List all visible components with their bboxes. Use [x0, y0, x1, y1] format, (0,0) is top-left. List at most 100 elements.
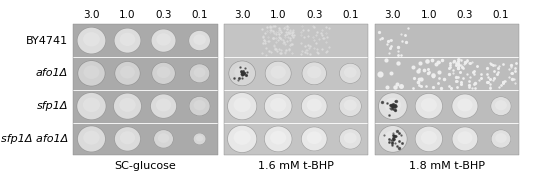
Ellipse shape: [265, 61, 292, 86]
Bar: [73, 24, 218, 155]
Text: 1.8 mM t-BHP: 1.8 mM t-BHP: [409, 161, 485, 171]
Ellipse shape: [339, 63, 361, 84]
Ellipse shape: [114, 28, 141, 53]
Ellipse shape: [77, 92, 107, 120]
Ellipse shape: [415, 126, 443, 152]
Ellipse shape: [233, 130, 251, 145]
Ellipse shape: [190, 64, 209, 83]
Ellipse shape: [194, 100, 206, 110]
Ellipse shape: [114, 93, 141, 119]
Ellipse shape: [83, 32, 100, 46]
Ellipse shape: [416, 94, 442, 118]
Text: 0.1: 0.1: [191, 9, 208, 20]
Ellipse shape: [302, 62, 326, 84]
Ellipse shape: [339, 129, 361, 149]
Ellipse shape: [270, 66, 286, 79]
Ellipse shape: [421, 131, 437, 145]
Ellipse shape: [114, 28, 140, 53]
Ellipse shape: [151, 29, 176, 52]
Ellipse shape: [153, 130, 174, 148]
Bar: [218, 24, 224, 155]
Ellipse shape: [152, 62, 176, 84]
Text: 0.3: 0.3: [155, 9, 172, 20]
Text: 1.0: 1.0: [270, 9, 287, 20]
Ellipse shape: [307, 131, 322, 144]
Text: SC-glucose: SC-glucose: [115, 161, 176, 171]
Ellipse shape: [77, 93, 106, 119]
Text: 3.0: 3.0: [234, 9, 250, 20]
Ellipse shape: [229, 61, 255, 85]
Ellipse shape: [83, 65, 100, 79]
Ellipse shape: [379, 126, 407, 152]
Ellipse shape: [378, 125, 407, 153]
Ellipse shape: [491, 130, 511, 148]
Ellipse shape: [344, 100, 357, 111]
Ellipse shape: [415, 93, 443, 119]
Ellipse shape: [156, 98, 171, 111]
Ellipse shape: [491, 130, 510, 148]
Ellipse shape: [189, 30, 211, 51]
Ellipse shape: [193, 133, 206, 145]
Ellipse shape: [301, 94, 327, 118]
Ellipse shape: [264, 93, 292, 119]
Ellipse shape: [152, 63, 175, 84]
Text: 3.0: 3.0: [83, 9, 100, 20]
Bar: [224, 24, 368, 155]
Ellipse shape: [194, 133, 206, 145]
Text: 0.1: 0.1: [342, 9, 358, 20]
Ellipse shape: [115, 62, 140, 85]
Text: sfp1Δ afo1Δ: sfp1Δ afo1Δ: [1, 134, 68, 144]
Ellipse shape: [307, 99, 322, 111]
Text: 0.3: 0.3: [306, 9, 323, 20]
Text: 0.3: 0.3: [456, 9, 473, 20]
Ellipse shape: [302, 62, 327, 85]
Ellipse shape: [452, 127, 478, 151]
Ellipse shape: [77, 126, 106, 152]
Ellipse shape: [270, 98, 286, 112]
Text: 1.0: 1.0: [119, 9, 136, 20]
Ellipse shape: [302, 94, 327, 118]
Ellipse shape: [158, 133, 169, 143]
Ellipse shape: [115, 61, 140, 85]
Ellipse shape: [83, 131, 100, 145]
Ellipse shape: [339, 96, 361, 116]
Ellipse shape: [119, 98, 135, 112]
Ellipse shape: [378, 92, 407, 120]
Ellipse shape: [150, 94, 177, 118]
Ellipse shape: [228, 126, 256, 152]
Ellipse shape: [491, 97, 511, 115]
Ellipse shape: [265, 94, 292, 119]
Ellipse shape: [189, 97, 210, 116]
Ellipse shape: [385, 98, 401, 112]
Text: sfp1Δ: sfp1Δ: [36, 101, 68, 111]
Ellipse shape: [120, 66, 135, 78]
Ellipse shape: [114, 126, 141, 151]
Ellipse shape: [228, 61, 256, 86]
Ellipse shape: [452, 94, 478, 118]
Ellipse shape: [77, 28, 106, 54]
Ellipse shape: [339, 96, 362, 117]
Ellipse shape: [189, 31, 210, 50]
Ellipse shape: [151, 29, 176, 52]
Ellipse shape: [302, 127, 327, 151]
Ellipse shape: [495, 100, 507, 110]
Ellipse shape: [83, 97, 100, 112]
Ellipse shape: [421, 98, 437, 112]
Ellipse shape: [307, 66, 322, 78]
Ellipse shape: [301, 127, 327, 151]
Ellipse shape: [189, 64, 210, 83]
Ellipse shape: [265, 62, 291, 85]
Ellipse shape: [77, 60, 106, 86]
Ellipse shape: [156, 33, 171, 46]
Bar: [368, 24, 375, 155]
Bar: [375, 24, 519, 155]
Ellipse shape: [495, 133, 506, 143]
Ellipse shape: [189, 96, 210, 116]
Text: 3.0: 3.0: [385, 9, 401, 20]
Text: BY4741: BY4741: [26, 36, 68, 46]
Ellipse shape: [344, 67, 356, 78]
Bar: [224, 24, 368, 155]
Bar: [375, 24, 519, 155]
Ellipse shape: [265, 126, 292, 151]
Text: 1.6 mM t-BHP: 1.6 mM t-BHP: [258, 161, 334, 171]
